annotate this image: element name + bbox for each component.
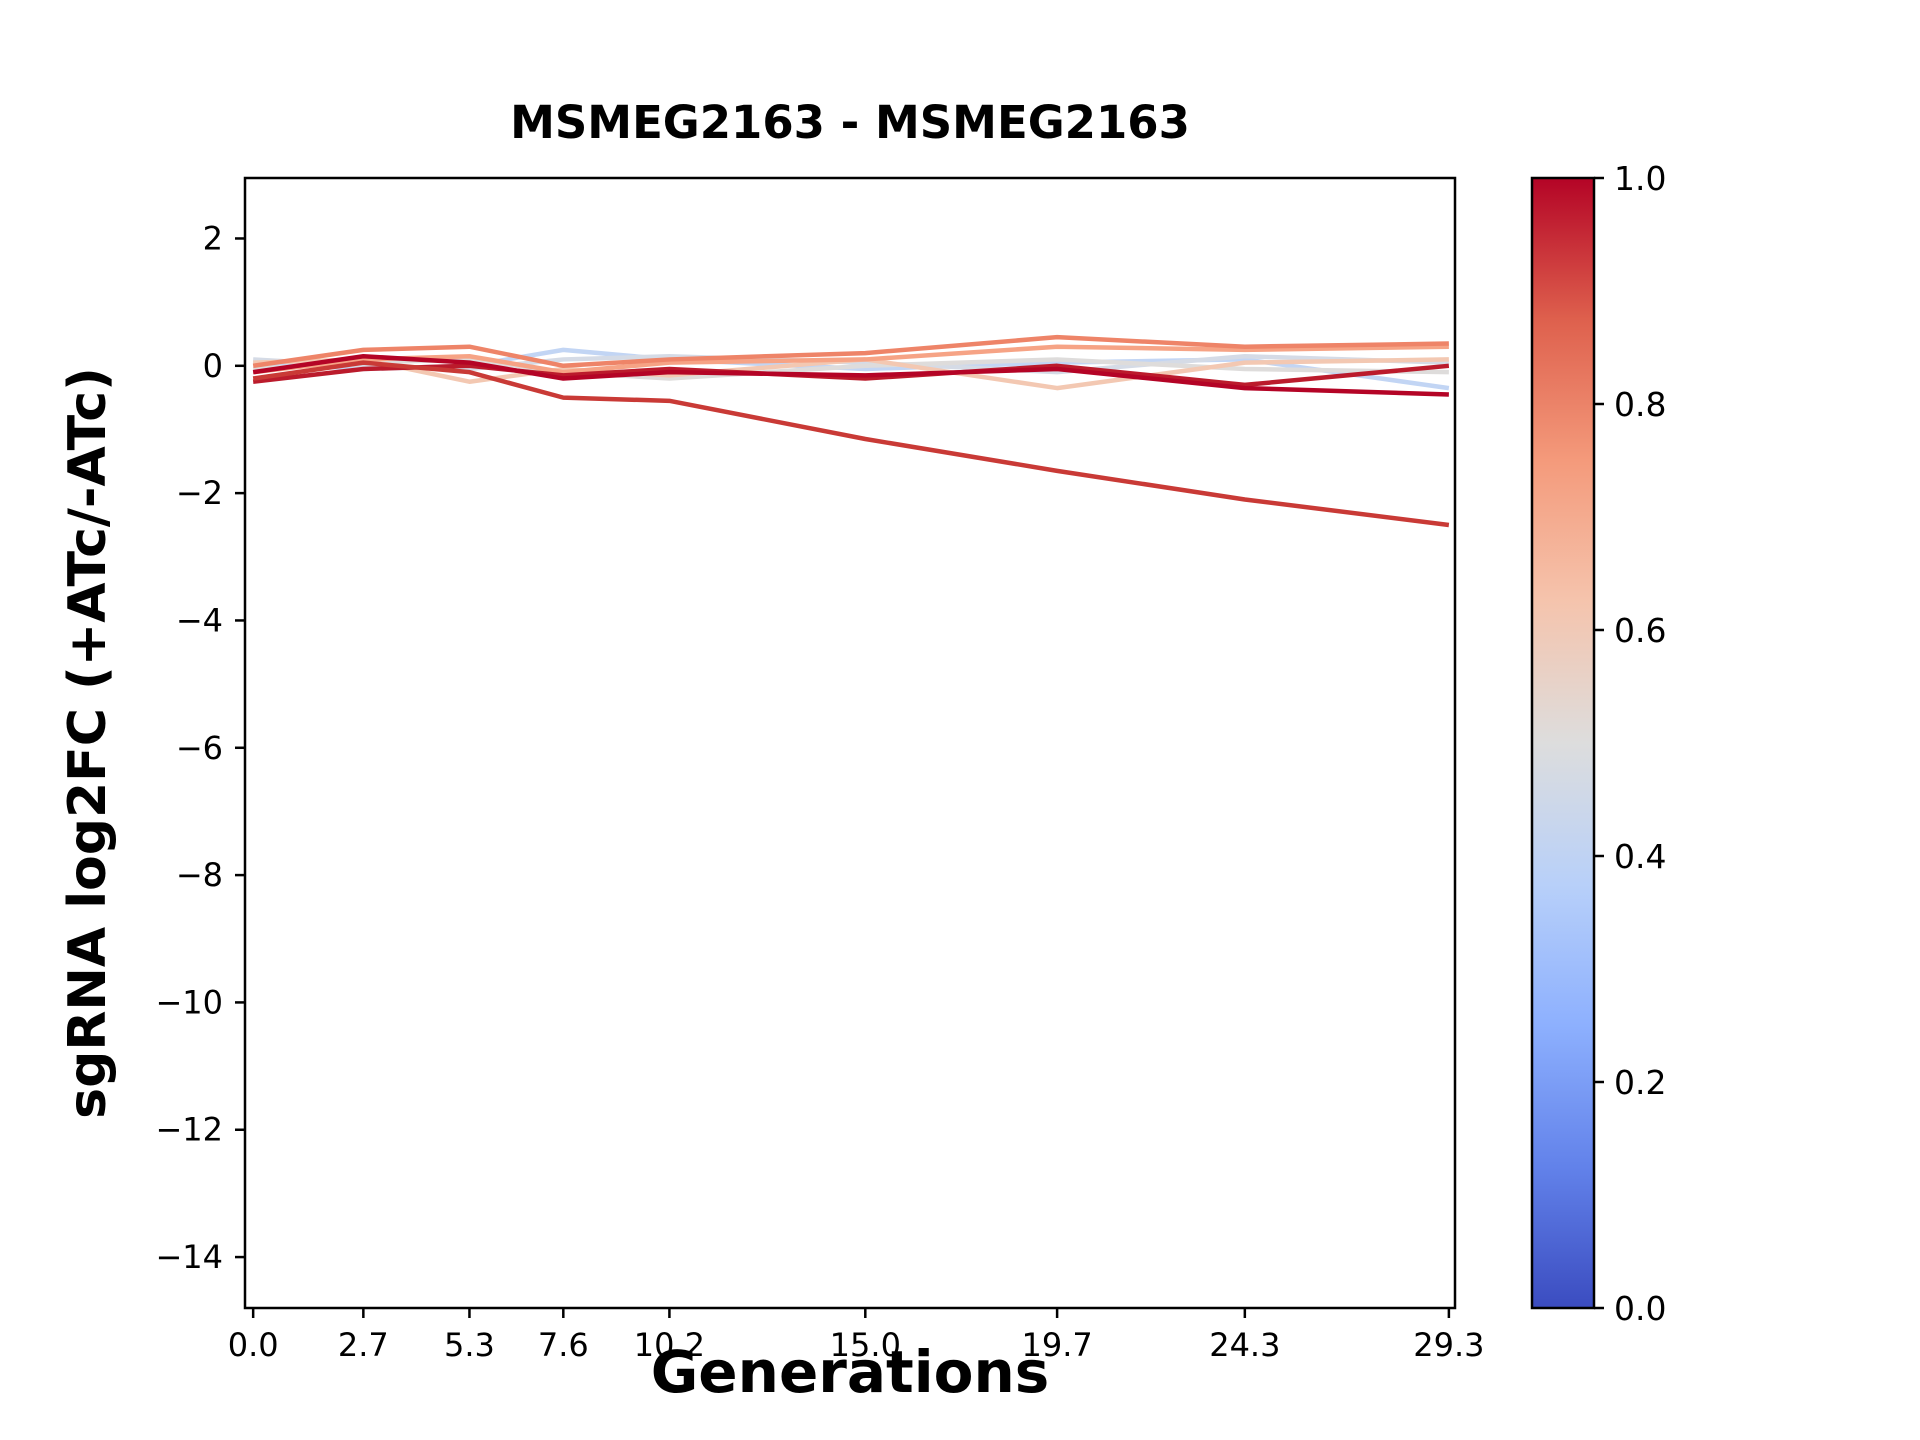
y-tick-label: 0 [203,347,223,385]
colorbar-tick-label: 0.2 [1614,1063,1666,1102]
colorbar-gradient [1532,178,1594,1308]
x-tick-label: 2.7 [338,1326,389,1364]
colorbar-tick-label: 1.0 [1614,159,1666,198]
y-tick-label: −8 [176,856,223,894]
y-tick-label: −14 [155,1238,223,1276]
y-tick-label: −12 [155,1111,223,1149]
y-tick-label: −10 [155,983,223,1021]
x-tick-label: 0.0 [228,1326,279,1364]
series-line [253,357,1449,381]
colorbar-tick-label: 0.0 [1614,1289,1666,1328]
colorbar-outline [1530,176,1596,1310]
x-tick-label: 19.7 [1021,1326,1092,1364]
series-line [252,354,1449,397]
y-tick-label: 2 [203,219,223,257]
series-line [252,334,1449,369]
series-line [252,360,1450,528]
x-tick-label: 15.0 [830,1326,901,1364]
x-axis-label: Generations [650,1338,1050,1406]
y-tick-label: −6 [176,729,223,767]
chart-title: MSMEG2163 - MSMEG2163 [510,96,1190,149]
colorbar-tick-label: 0.8 [1614,385,1666,424]
x-tick-label: 5.3 [444,1326,495,1364]
axes-spine [243,176,1457,1310]
x-tick-label: 24.3 [1209,1326,1280,1364]
x-tick-label: 10.2 [634,1326,705,1364]
colorbar-tick-label: 0.6 [1614,611,1666,650]
colorbar-tick-label: 0.4 [1614,837,1666,876]
y-tick-label: −4 [176,601,223,639]
y-tick-label: −2 [176,474,223,512]
x-tick-label: 29.3 [1413,1326,1484,1364]
x-tick-label: 7.6 [538,1326,589,1364]
